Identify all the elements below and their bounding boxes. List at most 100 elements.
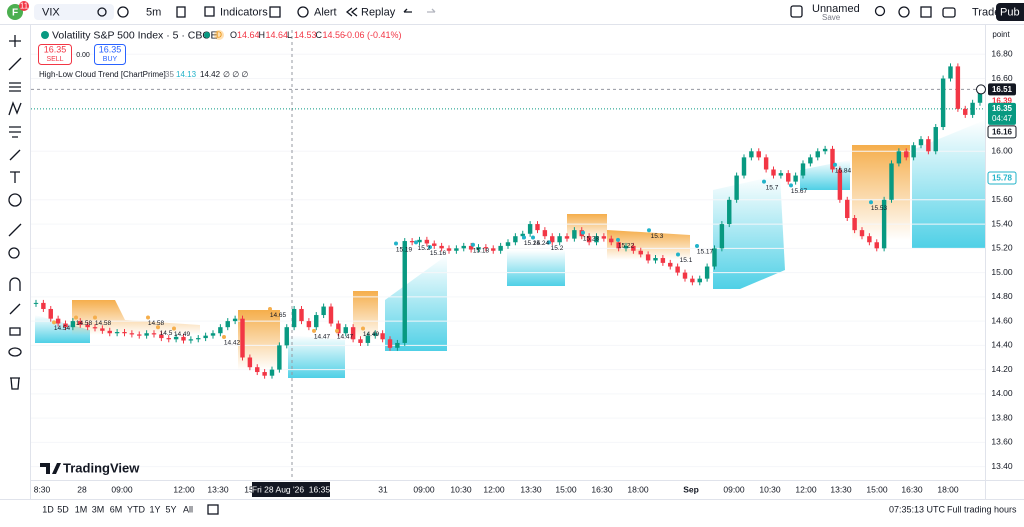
replay-button[interactable]: Replay: [361, 6, 396, 18]
sell-button[interactable]: [38, 44, 72, 65]
compare-button[interactable]: [117, 6, 129, 18]
level-label: 15.2: [418, 245, 431, 252]
interval[interactable]: 5m: [146, 6, 161, 18]
indicators-button[interactable]: Indicators: [220, 6, 268, 18]
session-type[interactable]: Full trading hours: [947, 504, 1017, 514]
layout-status: Save: [822, 13, 841, 22]
ohlc-value: 14.64: [237, 30, 260, 40]
candle: [520, 233, 525, 237]
lock-draw-tool[interactable]: [9, 303, 21, 315]
range-button[interactable]: YTD: [127, 504, 146, 514]
projection-tool[interactable]: [9, 126, 21, 138]
candle: [926, 139, 931, 152]
undo-button[interactable]: [403, 8, 412, 13]
ohlc-label: C: [316, 30, 323, 40]
range-button[interactable]: 5Y: [165, 504, 176, 514]
y-tick-label: 14.20: [991, 364, 1013, 374]
candle: [144, 333, 149, 336]
add-alert-button[interactable]: [976, 84, 986, 95]
candle: [461, 245, 466, 249]
range-button[interactable]: 3M: [92, 504, 105, 514]
candle: [904, 151, 909, 158]
range-button[interactable]: 6M: [110, 504, 123, 514]
candle: [527, 224, 533, 234]
x-tick-label: 13:30: [520, 484, 542, 494]
text-tool[interactable]: [10, 171, 20, 183]
chart-type-button[interactable]: [176, 6, 186, 18]
settings-button[interactable]: [898, 6, 910, 18]
candle: [358, 339, 363, 343]
range-button[interactable]: 1M: [75, 504, 88, 514]
zoom-tool[interactable]: [8, 247, 20, 259]
x-tick-label: 15: [244, 484, 254, 494]
candle: [218, 327, 223, 334]
publish-bg[interactable]: [996, 3, 1024, 21]
crosshair-tool[interactable]: [9, 35, 21, 47]
countdown: 04:47: [992, 114, 1013, 123]
trend-line-tool[interactable]: [8, 57, 22, 71]
avatar[interactable]: [7, 4, 23, 20]
templates-button[interactable]: [269, 6, 281, 18]
snapshot-button[interactable]: [942, 7, 956, 18]
range-button[interactable]: All: [183, 504, 193, 514]
candle: [409, 241, 415, 243]
candle: [616, 242, 621, 249]
level-label: 15.22: [618, 243, 635, 250]
candle: [675, 266, 680, 273]
candle: [557, 236, 562, 243]
level-dot: [414, 240, 418, 245]
trade-button[interactable]: Trade: [972, 6, 1000, 18]
range-button[interactable]: 1Y: [149, 504, 160, 514]
candle: [373, 333, 378, 336]
level-label: 15.84: [835, 167, 852, 174]
remove-tool[interactable]: [10, 377, 20, 390]
brush-tool[interactable]: [9, 149, 21, 161]
range-button[interactable]: 1D: [42, 504, 54, 514]
y-tick-label: 13.60: [991, 437, 1013, 447]
fib-tool[interactable]: [9, 82, 21, 92]
redo-button[interactable]: [427, 8, 436, 13]
visibility-tool[interactable]: [8, 347, 22, 357]
symbol-search[interactable]: [34, 4, 114, 20]
resistance-cloud: [72, 300, 200, 335]
candle: [196, 338, 201, 340]
candle: [505, 242, 511, 246]
candle: [78, 321, 83, 325]
range-button[interactable]: 5D: [57, 504, 69, 514]
ohlc-value: 14.53: [294, 30, 317, 40]
measure-tool[interactable]: [8, 223, 22, 237]
candle: [70, 321, 76, 328]
date-range-button[interactable]: [207, 504, 219, 515]
x-tick-label: 18:00: [627, 484, 649, 494]
resistance-cloud: [353, 291, 378, 340]
sell-price: 16.35: [44, 44, 67, 54]
buy-button[interactable]: [94, 44, 126, 65]
candle: [380, 333, 385, 340]
level-dot: [676, 252, 680, 257]
layout-name[interactable]: Unnamed: [812, 3, 860, 15]
quick-search[interactable]: [874, 5, 886, 17]
support-cloud: [385, 255, 447, 351]
fullscreen-button[interactable]: [920, 6, 932, 18]
candle: [682, 272, 688, 279]
level-label: 14.42: [224, 340, 241, 347]
icon-tool[interactable]: [8, 193, 22, 207]
x-tick-label: 15:00: [555, 484, 577, 494]
drawing-toolbar: [8, 35, 22, 390]
spread: 0.00: [76, 52, 90, 59]
candle: [173, 336, 179, 340]
layout-icon[interactable]: [790, 5, 803, 18]
alert-button[interactable]: Alert: [314, 6, 337, 18]
magnet-tool[interactable]: [9, 277, 21, 291]
candle: [247, 357, 253, 368]
y-tick-label: 16.80: [991, 49, 1013, 59]
pattern-tool[interactable]: [8, 101, 22, 116]
y-tick-label: 16.00: [991, 146, 1013, 156]
indicator-value1: 14.13: [176, 70, 197, 79]
high-label: 16.39: [992, 97, 1013, 106]
lock-tool[interactable]: [9, 327, 21, 336]
x-tick-label: 10:30: [450, 484, 472, 494]
candle: [402, 241, 407, 343]
candle: [468, 245, 474, 250]
level-label: 15.24: [533, 240, 550, 247]
